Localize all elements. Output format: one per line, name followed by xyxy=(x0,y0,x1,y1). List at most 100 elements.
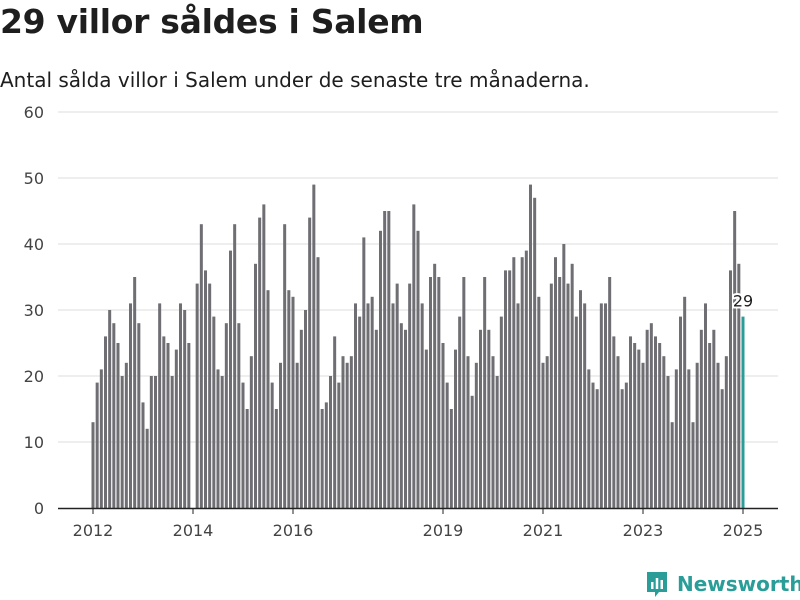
bar xyxy=(237,323,241,508)
bar xyxy=(233,224,237,508)
bar xyxy=(329,376,332,508)
page-title: 29 villor såldes i Salem xyxy=(0,2,424,41)
bar xyxy=(224,323,228,508)
bar xyxy=(599,303,603,508)
bar xyxy=(720,389,724,508)
bar xyxy=(679,316,682,508)
bar xyxy=(124,362,128,508)
bar xyxy=(129,303,132,508)
newsworthy-logo-icon xyxy=(647,572,667,597)
bar xyxy=(441,343,445,508)
bar xyxy=(358,316,362,508)
bar xyxy=(616,356,620,508)
bar xyxy=(737,263,741,508)
bar xyxy=(591,382,595,508)
bar xyxy=(249,356,253,508)
bar xyxy=(229,250,232,508)
y-tick-label: 50 xyxy=(24,169,44,188)
bar xyxy=(383,211,387,508)
bar xyxy=(324,402,328,508)
bar xyxy=(91,422,95,508)
bar xyxy=(699,329,703,508)
bar xyxy=(154,376,157,508)
bar xyxy=(262,204,266,508)
bar xyxy=(391,303,395,508)
bar xyxy=(712,329,716,508)
bar xyxy=(179,303,182,508)
bar xyxy=(208,283,212,508)
x-tick-label: 2021 xyxy=(523,521,564,540)
bar xyxy=(187,343,191,508)
bar xyxy=(258,217,262,508)
bar xyxy=(220,376,224,508)
bar xyxy=(366,303,370,508)
bar xyxy=(666,376,670,508)
bar xyxy=(729,270,732,508)
bar xyxy=(549,283,553,508)
bar xyxy=(562,244,566,508)
y-axis: 0 10 20 30 40 50 60 xyxy=(24,103,44,518)
bar xyxy=(474,362,478,508)
bar xyxy=(274,409,278,508)
bar xyxy=(212,316,216,508)
page-subtitle: Antal sålda villor i Salem under de sena… xyxy=(0,68,590,92)
bar xyxy=(395,283,399,508)
bar xyxy=(241,382,245,508)
bar xyxy=(341,356,345,508)
bar xyxy=(479,329,482,508)
bar xyxy=(687,369,691,508)
bar xyxy=(333,336,337,508)
bar xyxy=(345,362,349,508)
brand-logo[interactable]: Newsworthy xyxy=(645,568,800,600)
bar xyxy=(558,277,562,508)
bar xyxy=(354,303,357,508)
bar xyxy=(708,343,712,508)
x-tick-label: 2019 xyxy=(423,521,464,540)
highlight-label-halo: 29 xyxy=(733,292,753,311)
bar xyxy=(462,277,466,508)
bar xyxy=(433,263,437,508)
bar xyxy=(529,184,532,508)
bar xyxy=(445,382,449,508)
y-tick-label: 60 xyxy=(24,103,44,122)
bar xyxy=(429,277,432,508)
bar xyxy=(724,356,728,508)
bar xyxy=(299,329,303,508)
bar xyxy=(691,422,695,508)
bar xyxy=(133,277,137,508)
bar xyxy=(504,270,507,508)
bar xyxy=(458,316,462,508)
bar xyxy=(158,303,162,508)
bar xyxy=(466,356,470,508)
x-tick-label: 2023 xyxy=(623,521,664,540)
bar xyxy=(362,237,366,508)
bar xyxy=(566,283,570,508)
bar xyxy=(620,389,624,508)
bar xyxy=(716,362,720,508)
bar xyxy=(487,329,491,508)
bar xyxy=(583,303,587,508)
bar xyxy=(499,316,503,508)
bar xyxy=(579,290,582,508)
bar xyxy=(412,204,416,508)
x-tick-label: 2014 xyxy=(173,521,214,540)
bar xyxy=(416,230,420,509)
bar xyxy=(199,224,203,508)
bar xyxy=(658,343,662,508)
bar xyxy=(637,349,641,508)
bar xyxy=(266,290,270,508)
bar xyxy=(99,369,103,508)
x-axis: 2012 2014 2016 2019 2021 2023 2025 xyxy=(58,507,778,540)
bar xyxy=(520,257,524,508)
bar-highlight xyxy=(741,316,745,508)
bar xyxy=(195,283,199,508)
bar xyxy=(320,409,324,508)
bar xyxy=(470,395,474,508)
bar xyxy=(437,277,441,508)
bar xyxy=(95,382,99,508)
bar xyxy=(595,389,599,508)
bar xyxy=(116,343,120,508)
bar xyxy=(633,343,637,508)
bar xyxy=(629,336,632,508)
